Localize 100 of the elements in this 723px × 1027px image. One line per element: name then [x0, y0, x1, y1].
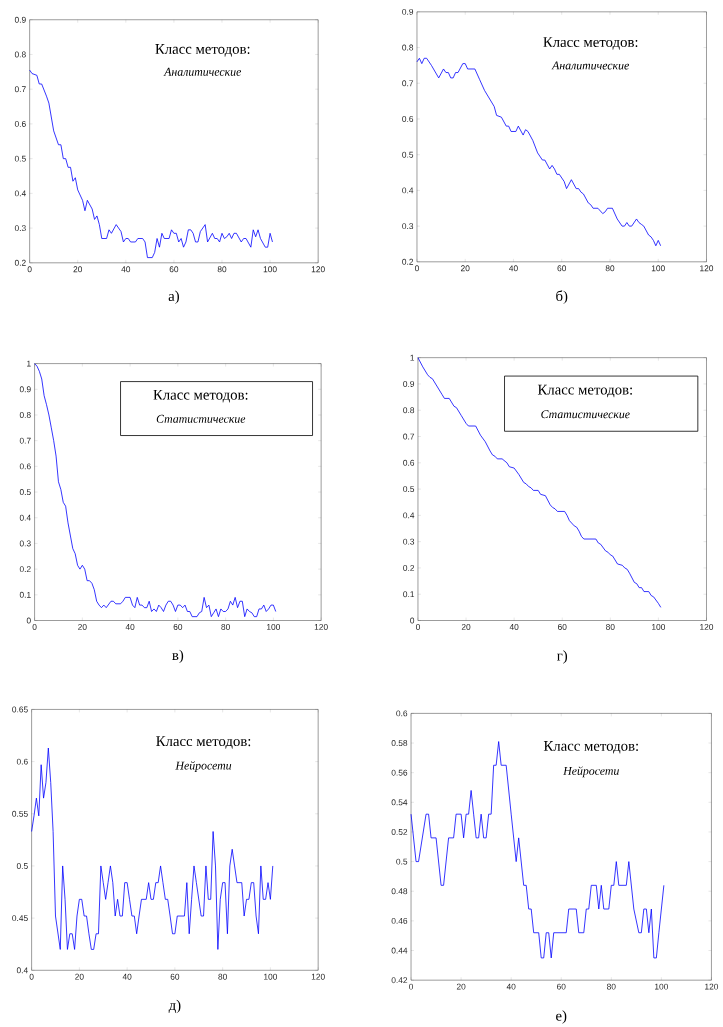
x-tick-label: 100	[266, 623, 280, 630]
y-tick-label: 0.9	[403, 381, 414, 387]
y-tick-label: 0.46	[391, 917, 408, 924]
x-tick-label: 20	[73, 266, 82, 273]
x-tick-label: 60	[557, 265, 566, 272]
y-tick-label: 0.55	[12, 810, 28, 817]
x-tick-label: 80	[218, 973, 227, 980]
text: г)	[556, 650, 567, 664]
line-series	[410, 741, 665, 959]
y-tick-label: 0.3	[19, 540, 31, 547]
x-tick-label: 40	[506, 983, 516, 990]
y-tick-label: 0.6	[396, 710, 408, 717]
y-tick-label: 0.4	[403, 512, 415, 519]
x-tick-label: 120	[704, 983, 718, 990]
text: а)	[168, 290, 179, 304]
y-tick-label: 0.8	[403, 407, 414, 414]
y-tick-label: 0.7	[402, 80, 413, 87]
y-tick-label: 0.45	[12, 915, 28, 922]
y-tick-label: 0.52	[391, 829, 408, 835]
y-tick-label: 0.2	[403, 564, 414, 571]
x-tick-label: 100	[654, 983, 668, 990]
y-tick-label: 0.6	[14, 120, 26, 127]
y-tick-label: 0.58	[391, 740, 408, 746]
y-tick-label: 0	[26, 617, 31, 624]
y-tick-label: 0.5	[402, 151, 414, 158]
text: Класс методов:	[543, 37, 638, 50]
text: Нейросети	[175, 761, 232, 772]
x-tick-label: 60	[169, 266, 179, 273]
y-tick-label: 0.2	[14, 259, 26, 266]
x-tick-label: 80	[605, 623, 615, 630]
text: д)	[168, 999, 181, 1014]
y-tick-label: 0.5	[403, 486, 415, 493]
y-tick-label: 0.6	[16, 758, 28, 765]
x-tick-label: 40	[125, 623, 135, 630]
text: е)	[555, 1010, 567, 1024]
x-tick-label: 80	[221, 623, 230, 630]
x-tick-label: 40	[509, 623, 519, 630]
text: Аналитические	[163, 67, 241, 76]
y-tick-label: 0.54	[391, 799, 408, 806]
y-tick-label: 0.5	[19, 489, 31, 496]
y-tick-label: 0.8	[19, 412, 31, 418]
text: Класс методов:	[153, 389, 248, 403]
x-tick-label: 20	[456, 983, 466, 990]
y-tick-label: 0.9	[14, 16, 26, 23]
y-tick-label: 0	[410, 617, 415, 624]
x-tick-label: 120	[700, 265, 714, 272]
text: в)	[172, 649, 184, 664]
y-tick-label: 0.3	[14, 225, 26, 232]
y-tick-label: 0.6	[402, 116, 414, 122]
text: Нейросети	[562, 766, 619, 778]
y-tick-label: 0.65	[12, 706, 28, 713]
x-tick-label: 80	[606, 983, 616, 990]
y-tick-label: 0.5	[14, 155, 26, 162]
x-tick-label: 60	[556, 983, 566, 990]
text: Класс методов:	[537, 384, 632, 398]
text: Класс методов:	[155, 44, 250, 57]
y-tick-label: 0.9	[19, 386, 31, 393]
x-tick-label: 100	[651, 265, 665, 272]
y-tick-label: 0.2	[19, 566, 31, 573]
line-series	[29, 69, 273, 258]
y-tick-label: 0.6	[19, 463, 31, 470]
x-tick-label: 120	[700, 623, 714, 630]
y-tick-label: 0.56	[391, 769, 408, 776]
x-tick-label: 80	[605, 265, 615, 272]
text: Статистические	[156, 414, 246, 423]
y-tick-label: 0.9	[402, 8, 413, 15]
y-tick-label: 0.4	[402, 187, 414, 194]
y-tick-label: 0.48	[391, 888, 408, 895]
text: Аналитические	[551, 61, 629, 70]
x-tick-label: 100	[263, 973, 277, 980]
x-tick-label: 100	[651, 623, 665, 630]
y-tick-label: 0.1	[19, 591, 31, 598]
y-tick-label: 0.4	[14, 190, 26, 197]
x-tick-label: 120	[314, 623, 328, 630]
text: Класс методов:	[156, 736, 251, 749]
x-tick-label: 40	[121, 266, 131, 273]
x-tick-label: 100	[263, 266, 277, 273]
x-tick-label: 0	[32, 623, 37, 630]
y-tick-label: 0.1	[403, 591, 414, 598]
x-tick-label: 120	[311, 266, 325, 273]
y-tick-label: 0.3	[403, 538, 414, 545]
x-tick-label: 40	[508, 265, 518, 272]
y-tick-label: 0.7	[14, 86, 26, 93]
y-tick-label: 1	[410, 354, 414, 361]
text: б)	[556, 290, 568, 305]
y-tick-label: 0.44	[391, 947, 408, 954]
y-tick-label: 1	[26, 360, 31, 367]
y-tick-label: 0.5	[16, 862, 28, 869]
x-tick-label: 120	[311, 973, 325, 980]
y-tick-label: 0.3	[402, 223, 414, 230]
y-tick-label: 0.4	[19, 514, 31, 521]
y-tick-label: 0.6	[403, 459, 414, 466]
text: Статистические	[541, 410, 630, 419]
y-tick-label: 0.5	[396, 858, 408, 865]
y-tick-label: 0.4	[16, 967, 28, 974]
x-tick-label: 60	[557, 623, 567, 630]
y-tick-label: 0.8	[402, 44, 414, 51]
x-tick-label: 40	[122, 973, 132, 980]
x-tick-label: 20	[75, 973, 84, 980]
x-tick-label: 80	[217, 266, 227, 273]
